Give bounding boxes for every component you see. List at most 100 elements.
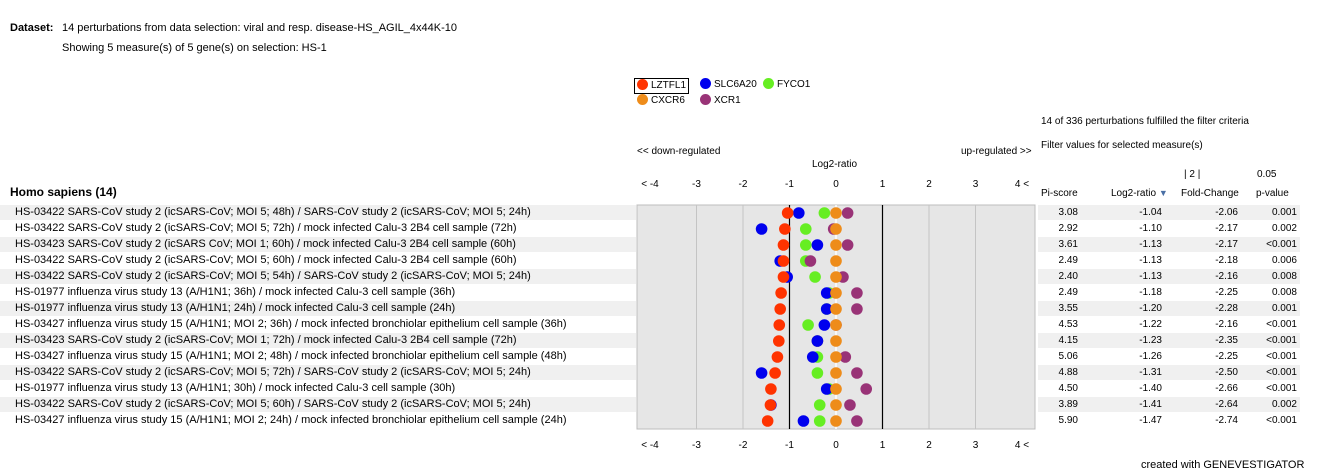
- footer-credit: created with GENEVESTIGATOR: [1141, 459, 1305, 471]
- log2-ratio-cell: -1.10: [1139, 223, 1162, 234]
- data-point-lztfl1: [777, 239, 790, 251]
- table-row: 4.88 -1.31 -2.50 <0.001: [1038, 365, 1300, 380]
- table-row: 3.61 -1.13 -2.17 <0.001: [1038, 237, 1300, 252]
- top-tick-label: 1: [880, 179, 886, 190]
- legend-item-fyco1[interactable]: FYCO1: [763, 78, 810, 92]
- pi-score-cell: 5.06: [1058, 351, 1078, 362]
- perturbation-row-label[interactable]: HS-01977 influenza virus study 13 (A/H1N…: [15, 382, 456, 394]
- p-value-cell: <0.001: [1266, 351, 1297, 362]
- table-row: 4.15 -1.23 -2.35 <0.001: [1038, 333, 1300, 348]
- axis-title: Log2-ratio: [812, 159, 858, 170]
- legend-item-lztfl1[interactable]: LZTFL1: [634, 78, 690, 94]
- fold-change-cell: -2.16: [1215, 319, 1238, 330]
- bottom-tick-label: 0: [833, 440, 839, 451]
- perturbation-row-label[interactable]: HS-03422 SARS-CoV study 2 (icSARS-CoV; M…: [0, 397, 636, 412]
- log2-ratio-cell: -1.40: [1139, 383, 1162, 394]
- data-point-slc6a20: [820, 303, 833, 315]
- top-tick-label: 3: [973, 179, 979, 190]
- p-value-cell: <0.001: [1266, 415, 1297, 426]
- p-value-cell: <0.001: [1266, 239, 1297, 250]
- column-header-pi-score[interactable]: Pi-score: [1041, 188, 1078, 199]
- top-tick-label: 2: [926, 179, 932, 190]
- bottom-tick-label: 4 <: [1015, 440, 1029, 451]
- perturbation-row-label[interactable]: HS-03422 SARS-CoV study 2 (icSARS-CoV; M…: [0, 205, 636, 220]
- p-value-cell: 0.002: [1271, 399, 1297, 410]
- data-point-slc6a20: [755, 367, 768, 379]
- perturbation-row-label[interactable]: HS-03422 SARS-CoV study 2 (icSARS-CoV; M…: [0, 365, 636, 380]
- sort-descending-icon: ▼: [1158, 188, 1168, 198]
- perturbation-row-label[interactable]: HS-01977 influenza virus study 13 (A/H1N…: [15, 286, 456, 298]
- perturbation-row-label[interactable]: HS-03423 SARS-CoV study 2 (icSARS-CoV; M…: [0, 333, 636, 348]
- data-point-lztfl1: [781, 207, 794, 219]
- p-value-threshold[interactable]: 0.05: [1257, 169, 1277, 180]
- fold-change-cell: -2.35: [1215, 335, 1238, 346]
- pi-score-cell: 2.40: [1058, 271, 1078, 282]
- p-value-cell: 0.001: [1271, 303, 1297, 314]
- fold-change-cell: -2.16: [1215, 271, 1238, 282]
- pi-score-cell: 4.88: [1058, 367, 1078, 378]
- data-point-lztfl1: [771, 351, 784, 363]
- perturbation-row-label[interactable]: HS-03423 SARS-CoV study 2 (icSARS CoV; M…: [0, 237, 636, 252]
- table-row: 4.53 -1.22 -2.16 <0.001: [1038, 317, 1300, 332]
- legend-item-cxcr6[interactable]: CXCR6: [637, 94, 685, 108]
- p-value-cell: <0.001: [1266, 335, 1297, 346]
- perturbation-row-label[interactable]: HS-03427 influenza virus study 15 (A/H1N…: [15, 350, 567, 362]
- data-point-xcr1: [839, 351, 852, 363]
- data-point-fyco1: [813, 415, 826, 427]
- fold-change-cell: -2.17: [1215, 239, 1238, 250]
- log2-ratio-cell: -1.26: [1139, 351, 1162, 362]
- pi-score-cell: 2.49: [1058, 255, 1078, 266]
- data-point-fyco1: [818, 207, 831, 219]
- data-point-cxcr6: [830, 351, 842, 363]
- perturbation-row-label[interactable]: HS-03427 influenza virus study 15 (A/H1N…: [15, 318, 567, 330]
- fold-change-threshold[interactable]: | 2 |: [1184, 169, 1201, 180]
- p-value-cell: 0.008: [1271, 287, 1297, 298]
- data-point-xcr1: [841, 207, 854, 219]
- perturbation-row-label[interactable]: HS-03422 SARS-CoV study 2 (icSARS-CoV; M…: [0, 269, 636, 284]
- table-row: 5.06 -1.26 -2.25 <0.001: [1038, 349, 1300, 364]
- table-row: 3.89 -1.41 -2.64 0.002: [1038, 397, 1300, 412]
- log2-ratio-cell: -1.13: [1139, 271, 1162, 282]
- top-tick-label: 4 <: [1015, 179, 1029, 190]
- pi-score-cell: 3.55: [1058, 303, 1078, 314]
- pi-score-cell: 2.49: [1058, 287, 1078, 298]
- dataset-showing: Showing 5 measure(s) of 5 gene(s) on sel…: [62, 42, 327, 54]
- pi-score-cell: 4.53: [1058, 319, 1078, 330]
- legend-dot-icon: [637, 94, 648, 105]
- table-row: 2.40 -1.13 -2.16 0.008: [1038, 269, 1300, 284]
- log2-ratio-cell: -1.20: [1139, 303, 1162, 314]
- log2-ratio-cell: -1.41: [1139, 399, 1162, 410]
- perturbation-row-label[interactable]: HS-03422 SARS-CoV study 2 (icSARS-CoV; M…: [15, 222, 517, 234]
- p-value-cell: <0.001: [1266, 319, 1297, 330]
- legend-label: FYCO1: [777, 79, 811, 90]
- table-row: 4.50 -1.40 -2.66 <0.001: [1038, 381, 1300, 396]
- perturbation-row-label[interactable]: HS-03427 influenza virus study 15 (A/H1N…: [15, 414, 567, 426]
- fold-change-cell: -2.25: [1215, 351, 1238, 362]
- table-row: 2.49 -1.18 -2.25 0.008: [1038, 285, 1300, 300]
- data-point-cxcr6: [830, 383, 842, 395]
- data-point-lztfl1: [761, 415, 774, 427]
- data-point-fyco1: [811, 367, 824, 379]
- legend-item-slc6a20[interactable]: SLC6A20: [700, 78, 757, 92]
- legend-label: LZTFL1: [651, 80, 687, 91]
- data-point-xcr1: [851, 303, 863, 315]
- column-header-p-value[interactable]: p-value: [1256, 188, 1289, 199]
- dataset-label: Dataset:: [10, 22, 54, 34]
- fold-change-cell: -2.74: [1215, 415, 1238, 426]
- p-value-cell: 0.002: [1271, 223, 1297, 234]
- group-title: Homo sapiens (14): [10, 185, 117, 199]
- filter-fulfilled-text: 14 of 336 perturbations fulfilled the fi…: [1041, 116, 1249, 127]
- data-point-cxcr6: [830, 287, 842, 299]
- legend-item-xcr1[interactable]: XCR1: [700, 94, 741, 108]
- bottom-tick-label: < -4: [641, 440, 659, 451]
- data-point-fyco1: [799, 223, 812, 235]
- data-point-xcr1: [804, 255, 817, 267]
- p-value-cell: 0.006: [1271, 255, 1297, 266]
- column-header-log2-ratio[interactable]: Log2-ratio ▼: [1111, 188, 1168, 199]
- data-point-slc6a20: [797, 415, 810, 427]
- perturbation-row-label[interactable]: HS-03422 SARS-CoV study 2 (icSARS-CoV; M…: [15, 254, 517, 266]
- column-header-fold-change[interactable]: Fold-Change: [1181, 188, 1239, 199]
- perturbation-row-label[interactable]: HS-01977 influenza virus study 13 (A/H1N…: [0, 301, 636, 316]
- pi-score-cell: 3.89: [1058, 399, 1078, 410]
